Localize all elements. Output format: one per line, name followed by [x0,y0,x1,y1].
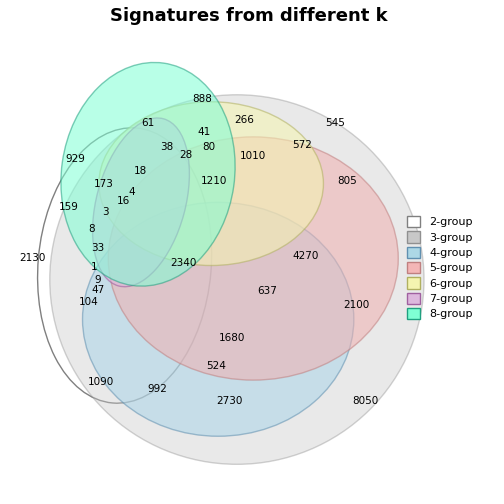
Ellipse shape [108,137,398,380]
Text: 18: 18 [134,165,147,175]
Ellipse shape [61,62,235,286]
Text: 2100: 2100 [343,300,369,310]
Text: 41: 41 [198,127,211,137]
Text: 159: 159 [58,202,79,212]
Ellipse shape [50,95,424,464]
Text: 61: 61 [142,118,155,128]
Text: 524: 524 [206,361,226,371]
Legend: 2-group, 3-group, 4-group, 5-group, 6-group, 7-group, 8-group: 2-group, 3-group, 4-group, 5-group, 6-gr… [404,213,476,323]
Text: 2730: 2730 [217,396,243,406]
Text: 929: 929 [66,154,86,164]
Ellipse shape [83,202,354,436]
Text: 266: 266 [234,115,254,125]
Text: 4270: 4270 [292,251,319,261]
Text: 8050: 8050 [352,396,379,406]
Text: 992: 992 [148,385,167,395]
Text: 104: 104 [79,296,98,306]
Text: 2130: 2130 [19,254,46,264]
Title: Signatures from different k: Signatures from different k [110,7,388,25]
Text: 38: 38 [160,142,173,152]
Text: 3: 3 [102,207,108,217]
Ellipse shape [93,118,190,287]
Text: 173: 173 [94,178,113,188]
Text: 1090: 1090 [88,377,114,388]
Text: 805: 805 [337,176,357,186]
Text: 28: 28 [179,150,192,160]
Text: 572: 572 [292,140,312,150]
Text: 16: 16 [116,197,130,207]
Text: 2340: 2340 [170,258,196,268]
Text: 47: 47 [91,285,105,295]
Text: 8: 8 [89,224,95,234]
Text: 637: 637 [258,286,277,296]
Text: 1210: 1210 [200,176,227,186]
Text: 4: 4 [129,187,135,197]
Text: 1010: 1010 [240,151,267,161]
Text: 888: 888 [192,94,212,103]
Text: 545: 545 [325,118,345,128]
Text: 9: 9 [95,275,101,285]
Text: 33: 33 [91,243,105,253]
Text: 1: 1 [91,262,98,272]
Text: 1680: 1680 [219,333,245,343]
Ellipse shape [99,102,324,266]
Text: 80: 80 [202,142,215,152]
